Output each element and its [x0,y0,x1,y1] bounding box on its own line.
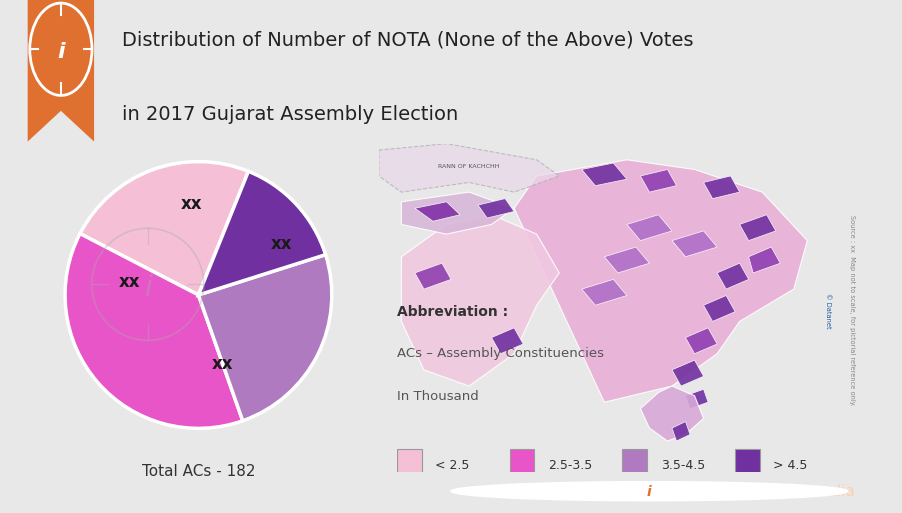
Text: Abbreviation :: Abbreviation : [397,305,508,319]
Polygon shape [492,328,523,354]
Polygon shape [640,169,676,192]
Polygon shape [672,231,717,256]
Circle shape [451,482,848,501]
Text: 3.5-4.5: 3.5-4.5 [660,459,705,472]
Text: > 4.5: > 4.5 [774,459,808,472]
Text: xx: xx [271,235,292,253]
FancyBboxPatch shape [510,449,534,485]
Text: RANN OF KACHCHH: RANN OF KACHCHH [438,164,500,169]
Polygon shape [415,263,451,289]
Text: xx: xx [118,272,140,291]
Text: i: i [57,43,65,62]
Text: in 2017 Gujarat Assembly Election: in 2017 Gujarat Assembly Election [122,105,458,124]
Polygon shape [672,360,704,386]
Text: media: media [807,484,855,499]
Polygon shape [704,176,740,199]
Wedge shape [198,254,332,421]
Text: i: i [144,274,152,302]
Polygon shape [401,192,514,234]
Wedge shape [198,171,326,295]
Text: © Datanet: © Datanet [824,292,831,328]
Polygon shape [749,247,780,273]
Polygon shape [627,215,672,241]
Wedge shape [80,162,248,295]
Polygon shape [28,0,94,142]
Polygon shape [379,144,559,192]
Text: xx: xx [181,195,203,213]
Text: indiastat: indiastat [683,484,759,499]
Polygon shape [740,215,776,241]
Text: Source : xx  Map not to scale, for pictorial reference only.: Source : xx Map not to scale, for pictor… [850,215,855,406]
Polygon shape [717,263,749,289]
Text: In Thousand: In Thousand [397,390,479,403]
Text: xx: xx [212,356,234,373]
FancyBboxPatch shape [397,449,422,485]
Polygon shape [401,215,559,386]
Text: Total ACs - 182: Total ACs - 182 [142,464,255,479]
Wedge shape [65,233,243,428]
Text: Distribution of Number of NOTA (None of the Above) Votes: Distribution of Number of NOTA (None of … [122,31,694,50]
Polygon shape [514,160,807,402]
Polygon shape [686,328,717,354]
Polygon shape [640,386,704,441]
Polygon shape [415,202,460,221]
Text: < 2.5: < 2.5 [435,459,470,472]
Polygon shape [582,163,627,186]
Polygon shape [604,247,649,273]
Polygon shape [672,422,690,441]
Polygon shape [686,389,708,409]
FancyBboxPatch shape [735,449,759,485]
Text: i: i [647,485,652,499]
Polygon shape [478,199,514,218]
Polygon shape [704,295,735,321]
FancyBboxPatch shape [622,449,648,485]
Polygon shape [582,280,627,305]
Text: 2.5-3.5: 2.5-3.5 [548,459,593,472]
Text: ACs – Assembly Constituencies: ACs – Assembly Constituencies [397,347,603,360]
